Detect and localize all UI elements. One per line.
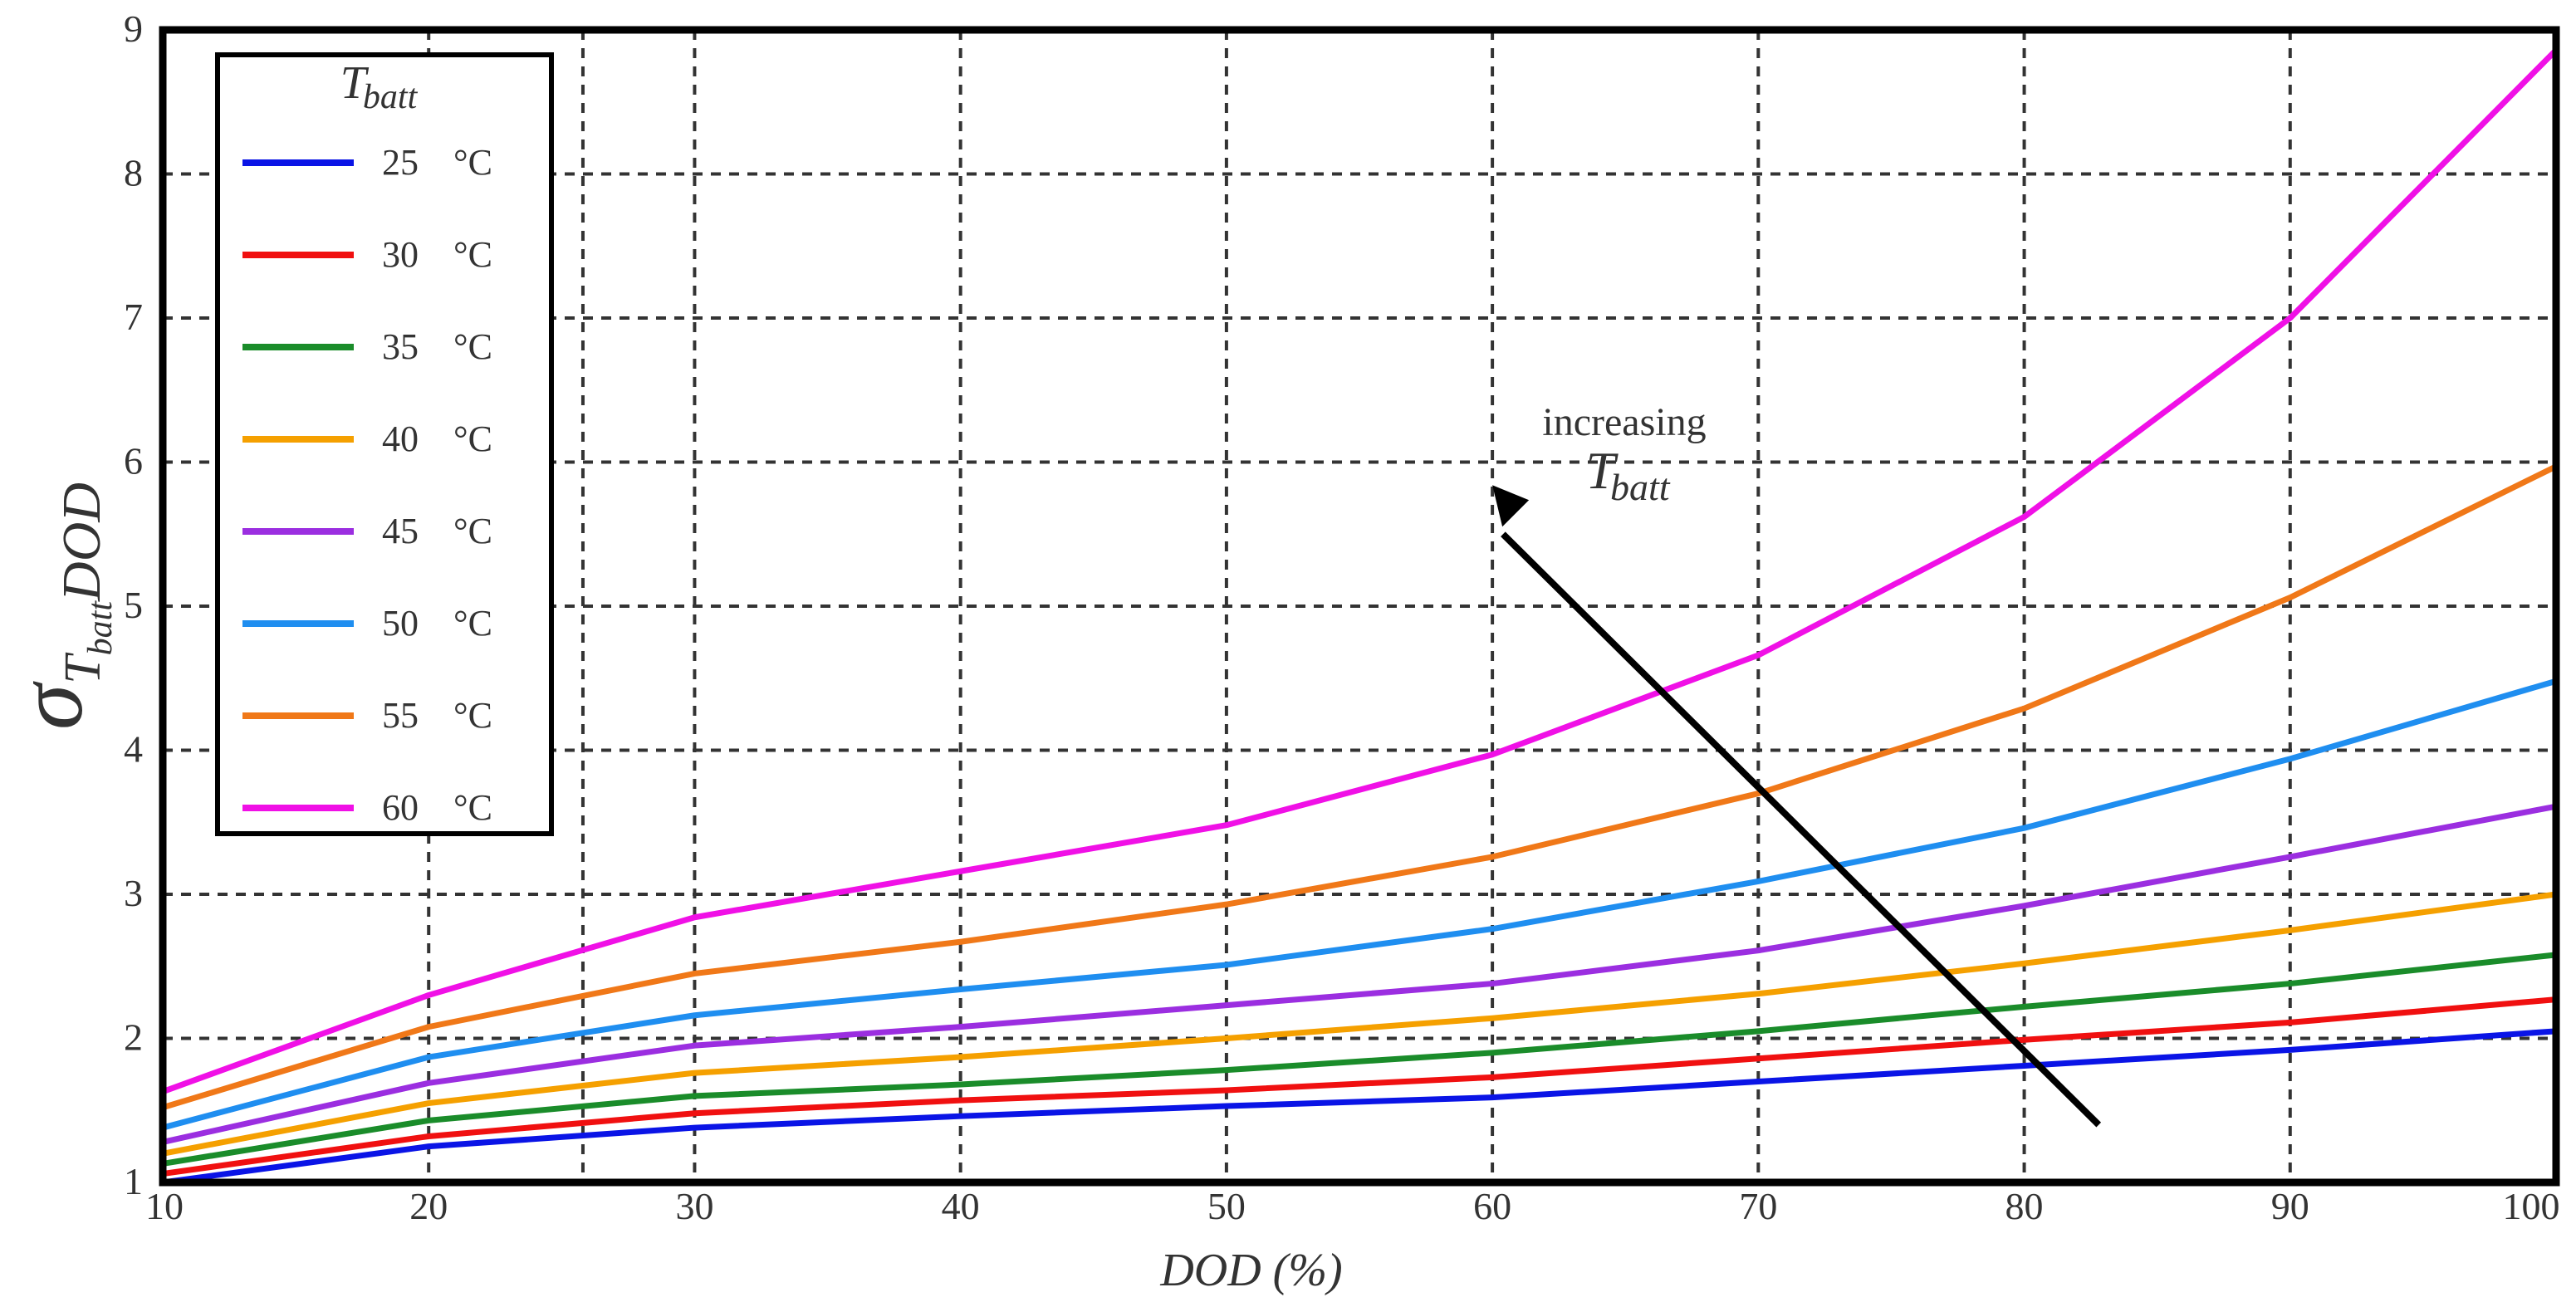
x-tick-label: 100 [2503,1185,2560,1227]
legend-label-60: 60 [382,787,419,828]
y-tick-label: 1 [124,1160,143,1202]
y-tick-label: 6 [124,440,143,482]
x-tick-label: 80 [2005,1185,2044,1227]
y-tick-labels: 1 2 3 4 5 6 7 8 9 [124,7,143,1202]
legend-label-30: 30 [382,234,419,275]
legend-unit: °C [453,787,492,828]
plot-frame [159,26,2560,1187]
series-line-25 [162,1028,2557,1186]
arrow-head [1492,485,1530,527]
x-tick-label: 60 [1473,1185,1511,1227]
y-tick-label: 8 [124,152,143,194]
series-line-30 [162,996,2557,1177]
series-line-55 [161,463,2558,1111]
legend-items: 25 °C 30 °C 35 °C 40 °C 45 °C 50 °C 55 °C 60 °C [242,142,492,828]
series-line-60 [161,47,2559,1094]
x-axis-label: DOD (%) [1159,1245,1342,1296]
x-tick-label: 10 [145,1185,184,1227]
annotation-symbol: Tbatt [1585,441,1670,508]
series-line-40 [162,891,2557,1157]
increasing-arrow [1492,485,2102,1128]
x-tick-label: 30 [675,1185,713,1227]
legend-unit: °C [453,234,492,275]
legend-label-50: 50 [382,603,419,644]
grid [163,30,2556,1182]
legend-unit: °C [453,695,492,736]
series-layer [161,47,2559,1186]
legend-label-55: 55 [382,695,419,736]
legend-unit: °C [453,511,492,551]
legend-box [215,52,554,836]
x-tick-label: 40 [942,1185,980,1227]
series-line-45 [162,803,2557,1145]
annotation-text: increasing [1542,400,1706,444]
arrow-line [1501,531,2102,1128]
x-tick-label: 70 [1739,1185,1777,1227]
x-tick-label: 90 [2271,1185,2309,1227]
x-tick-labels: 10 20 30 40 50 60 70 80 90 100 [145,1185,2560,1227]
legend-unit: °C [453,142,492,183]
legend-label-25: 25 [382,142,419,183]
y-tick-label: 3 [124,872,143,914]
y-tick-label: 5 [124,584,143,626]
y-tick-label: 2 [124,1016,143,1059]
legend-unit: °C [453,603,492,644]
legend-label-35: 35 [382,326,419,367]
x-tick-label: 20 [409,1185,448,1227]
legend-unit: °C [453,326,492,367]
legend: Tbatt 25 °C 30 °C 35 °C 40 °C 45 °C 50 °C 55 °C 60 °C [215,52,554,836]
y-axis-label: σTbattDOD [0,482,120,730]
series-line-50 [162,678,2557,1131]
legend-title: Tbatt [340,57,419,116]
y-tick-label: 4 [124,728,143,771]
series-line-35 [162,952,2557,1167]
x-tick-label: 50 [1207,1185,1246,1227]
y-tick-label: 9 [124,7,143,50]
legend-label-40: 40 [382,418,419,459]
legend-label-45: 45 [382,511,419,551]
legend-unit: °C [453,418,492,459]
y-tick-label: 7 [124,296,143,338]
